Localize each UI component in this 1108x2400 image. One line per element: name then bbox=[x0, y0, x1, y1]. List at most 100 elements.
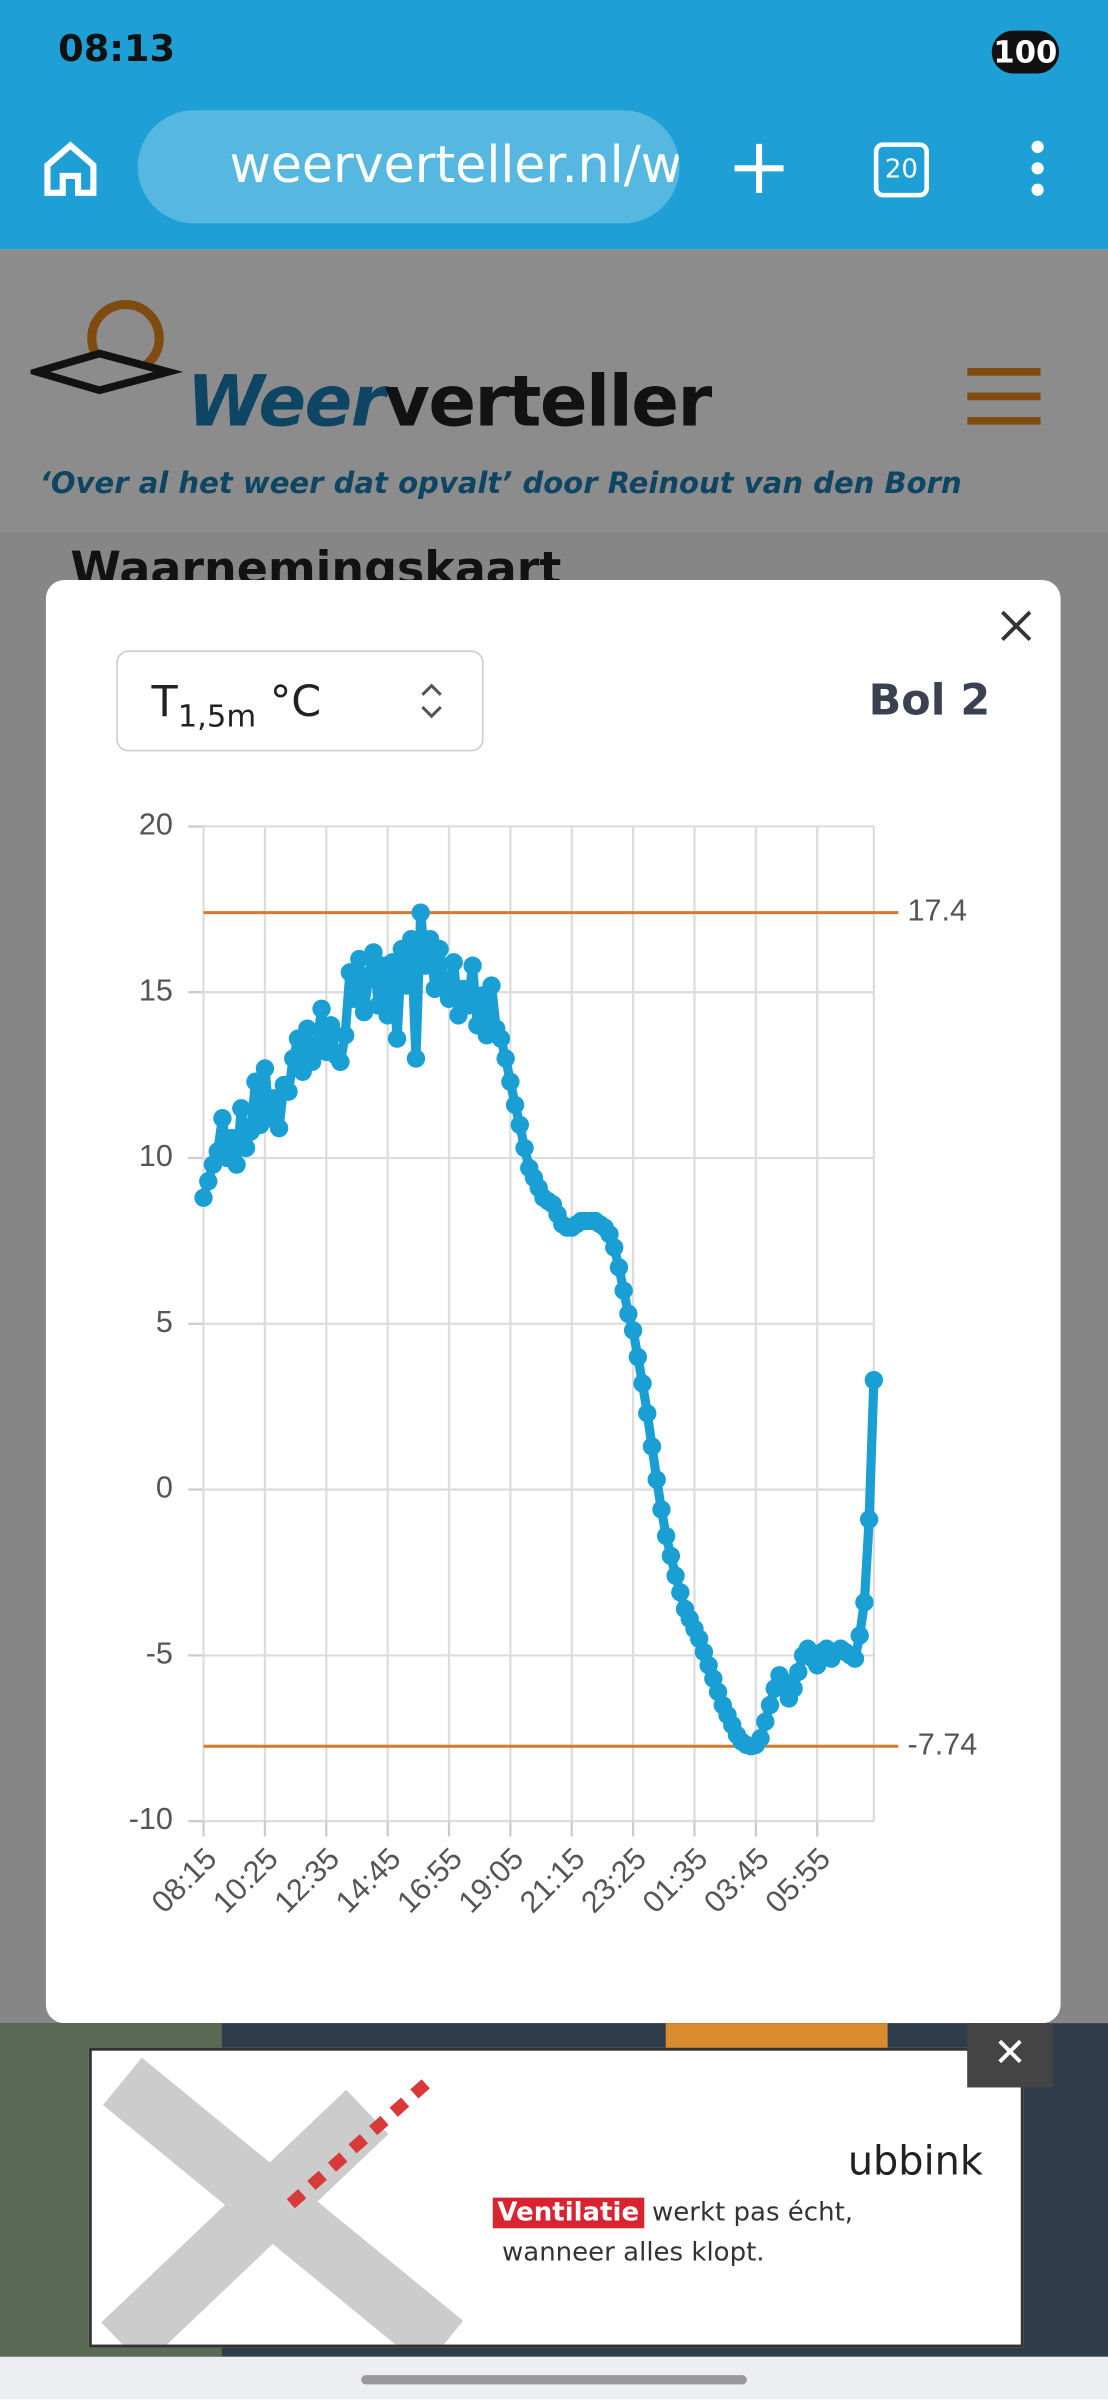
data-point bbox=[789, 1662, 808, 1682]
data-point bbox=[515, 1138, 534, 1158]
data-point bbox=[199, 1172, 218, 1191]
data-point bbox=[760, 1695, 780, 1715]
close-button[interactable] bbox=[999, 609, 1033, 643]
menu-button[interactable] bbox=[1022, 138, 1053, 199]
data-point bbox=[491, 1029, 511, 1048]
tab-count[interactable]: 20 bbox=[873, 142, 929, 198]
ad-box: ubbink Ventilatie werkt pas écht, wannee… bbox=[88, 2047, 1024, 2348]
x-tick-label: 21:15 bbox=[513, 1841, 591, 1919]
data-point bbox=[666, 1566, 685, 1585]
data-point bbox=[302, 1052, 322, 1072]
x-tick-label: 23:25 bbox=[575, 1841, 653, 1919]
data-point bbox=[340, 963, 360, 982]
data-point bbox=[227, 1155, 246, 1174]
data-point bbox=[255, 1059, 275, 1078]
gesture-handle bbox=[361, 2375, 747, 2385]
data-point bbox=[383, 953, 402, 972]
data-point bbox=[864, 1370, 884, 1390]
data-point bbox=[756, 1712, 775, 1731]
data-point bbox=[505, 1095, 525, 1115]
x-tick-label: 10:25 bbox=[207, 1841, 285, 1919]
data-point bbox=[619, 1304, 638, 1324]
data-point bbox=[671, 1583, 690, 1602]
data-point bbox=[378, 1006, 397, 1025]
data-point bbox=[246, 1072, 265, 1091]
data-point bbox=[609, 1258, 629, 1277]
data-point bbox=[406, 1049, 426, 1068]
home-button[interactable] bbox=[40, 138, 101, 199]
data-point bbox=[614, 1281, 633, 1300]
data-point bbox=[496, 1049, 515, 1068]
data-point bbox=[510, 1115, 529, 1135]
url: weerverteller.nl/wa bbox=[229, 134, 680, 195]
data-point bbox=[435, 969, 454, 989]
reference-label: -7.74 bbox=[908, 1727, 978, 1761]
site-header bbox=[0, 249, 1108, 533]
x-tick-label: 16:55 bbox=[391, 1841, 469, 1919]
clock: 08:13 bbox=[58, 27, 176, 71]
data-point bbox=[638, 1404, 657, 1423]
data-point bbox=[222, 1128, 242, 1148]
x-tick-label: 12:35 bbox=[268, 1841, 346, 1919]
data-point bbox=[213, 1109, 232, 1128]
data-point bbox=[331, 1052, 350, 1072]
data-point bbox=[236, 1138, 256, 1158]
data-point bbox=[402, 929, 421, 949]
data-point bbox=[453, 979, 473, 999]
data-point bbox=[430, 939, 449, 959]
data-point bbox=[444, 953, 463, 972]
data-point bbox=[416, 956, 435, 975]
select-unit: °C bbox=[269, 676, 322, 727]
data-point bbox=[647, 1470, 666, 1489]
url-bar[interactable]: weerverteller.nl/wa bbox=[137, 110, 680, 224]
tagline: ‘Over al het weer dat opvalt’ door Reino… bbox=[39, 466, 962, 501]
ad-brand: ubbink bbox=[847, 2139, 983, 2186]
data-point bbox=[359, 966, 378, 985]
modal: T1,5m °C Bol 2 bbox=[45, 580, 1061, 2024]
data-point bbox=[661, 1546, 681, 1566]
data-point bbox=[623, 1321, 643, 1340]
ad-close[interactable]: ✕ bbox=[967, 2023, 1053, 2088]
ad-line2: wanneer alles klopt. bbox=[501, 2237, 765, 2269]
select-label: T1,5m °C bbox=[152, 676, 322, 734]
x-tick-label: 08:15 bbox=[145, 1841, 223, 1919]
station: Bol 2 bbox=[868, 674, 991, 726]
new-tab-button[interactable] bbox=[728, 138, 789, 199]
x-tick-label: 05:55 bbox=[759, 1841, 837, 1919]
select-box[interactable]: T1,5m °C bbox=[116, 650, 484, 752]
data-point bbox=[194, 1188, 213, 1207]
select-sub: 1,5m bbox=[177, 697, 257, 734]
data-point bbox=[656, 1526, 676, 1546]
data-point bbox=[397, 976, 416, 995]
data-point bbox=[501, 1072, 520, 1091]
x-tick-label: 19:05 bbox=[452, 1841, 530, 1919]
data-point bbox=[628, 1347, 648, 1367]
data-point bbox=[321, 1016, 341, 1035]
data-point bbox=[439, 989, 459, 1009]
data-point bbox=[845, 1649, 865, 1668]
data-point bbox=[269, 1118, 289, 1138]
data-point bbox=[364, 943, 383, 962]
data-point bbox=[859, 1510, 879, 1529]
data-point bbox=[855, 1593, 874, 1612]
data-point bbox=[642, 1437, 662, 1456]
reference-label: 17.4 bbox=[908, 894, 968, 928]
x-tick-label: 03:45 bbox=[698, 1841, 776, 1919]
nav-bar bbox=[0, 2356, 1108, 2400]
ad[interactable]: ubbink Ventilatie werkt pas écht, wannee… bbox=[0, 2023, 1108, 2357]
select-arrows bbox=[421, 683, 442, 719]
ad-highlight: Ventilatie bbox=[492, 2197, 644, 2229]
y-tick-label: 15 bbox=[139, 973, 173, 1007]
logo: Weerverteller bbox=[187, 360, 713, 443]
data-point bbox=[232, 1099, 251, 1118]
y-tick-label: 5 bbox=[156, 1305, 173, 1339]
hamburger-menu[interactable] bbox=[967, 366, 1041, 427]
y-tick-label: 0 bbox=[156, 1471, 173, 1505]
x-tick-label: 01:35 bbox=[636, 1841, 714, 1919]
data-point bbox=[279, 1082, 298, 1101]
y-tick-label: 10 bbox=[139, 1139, 173, 1173]
data-point bbox=[312, 999, 331, 1018]
data-point bbox=[605, 1238, 624, 1257]
